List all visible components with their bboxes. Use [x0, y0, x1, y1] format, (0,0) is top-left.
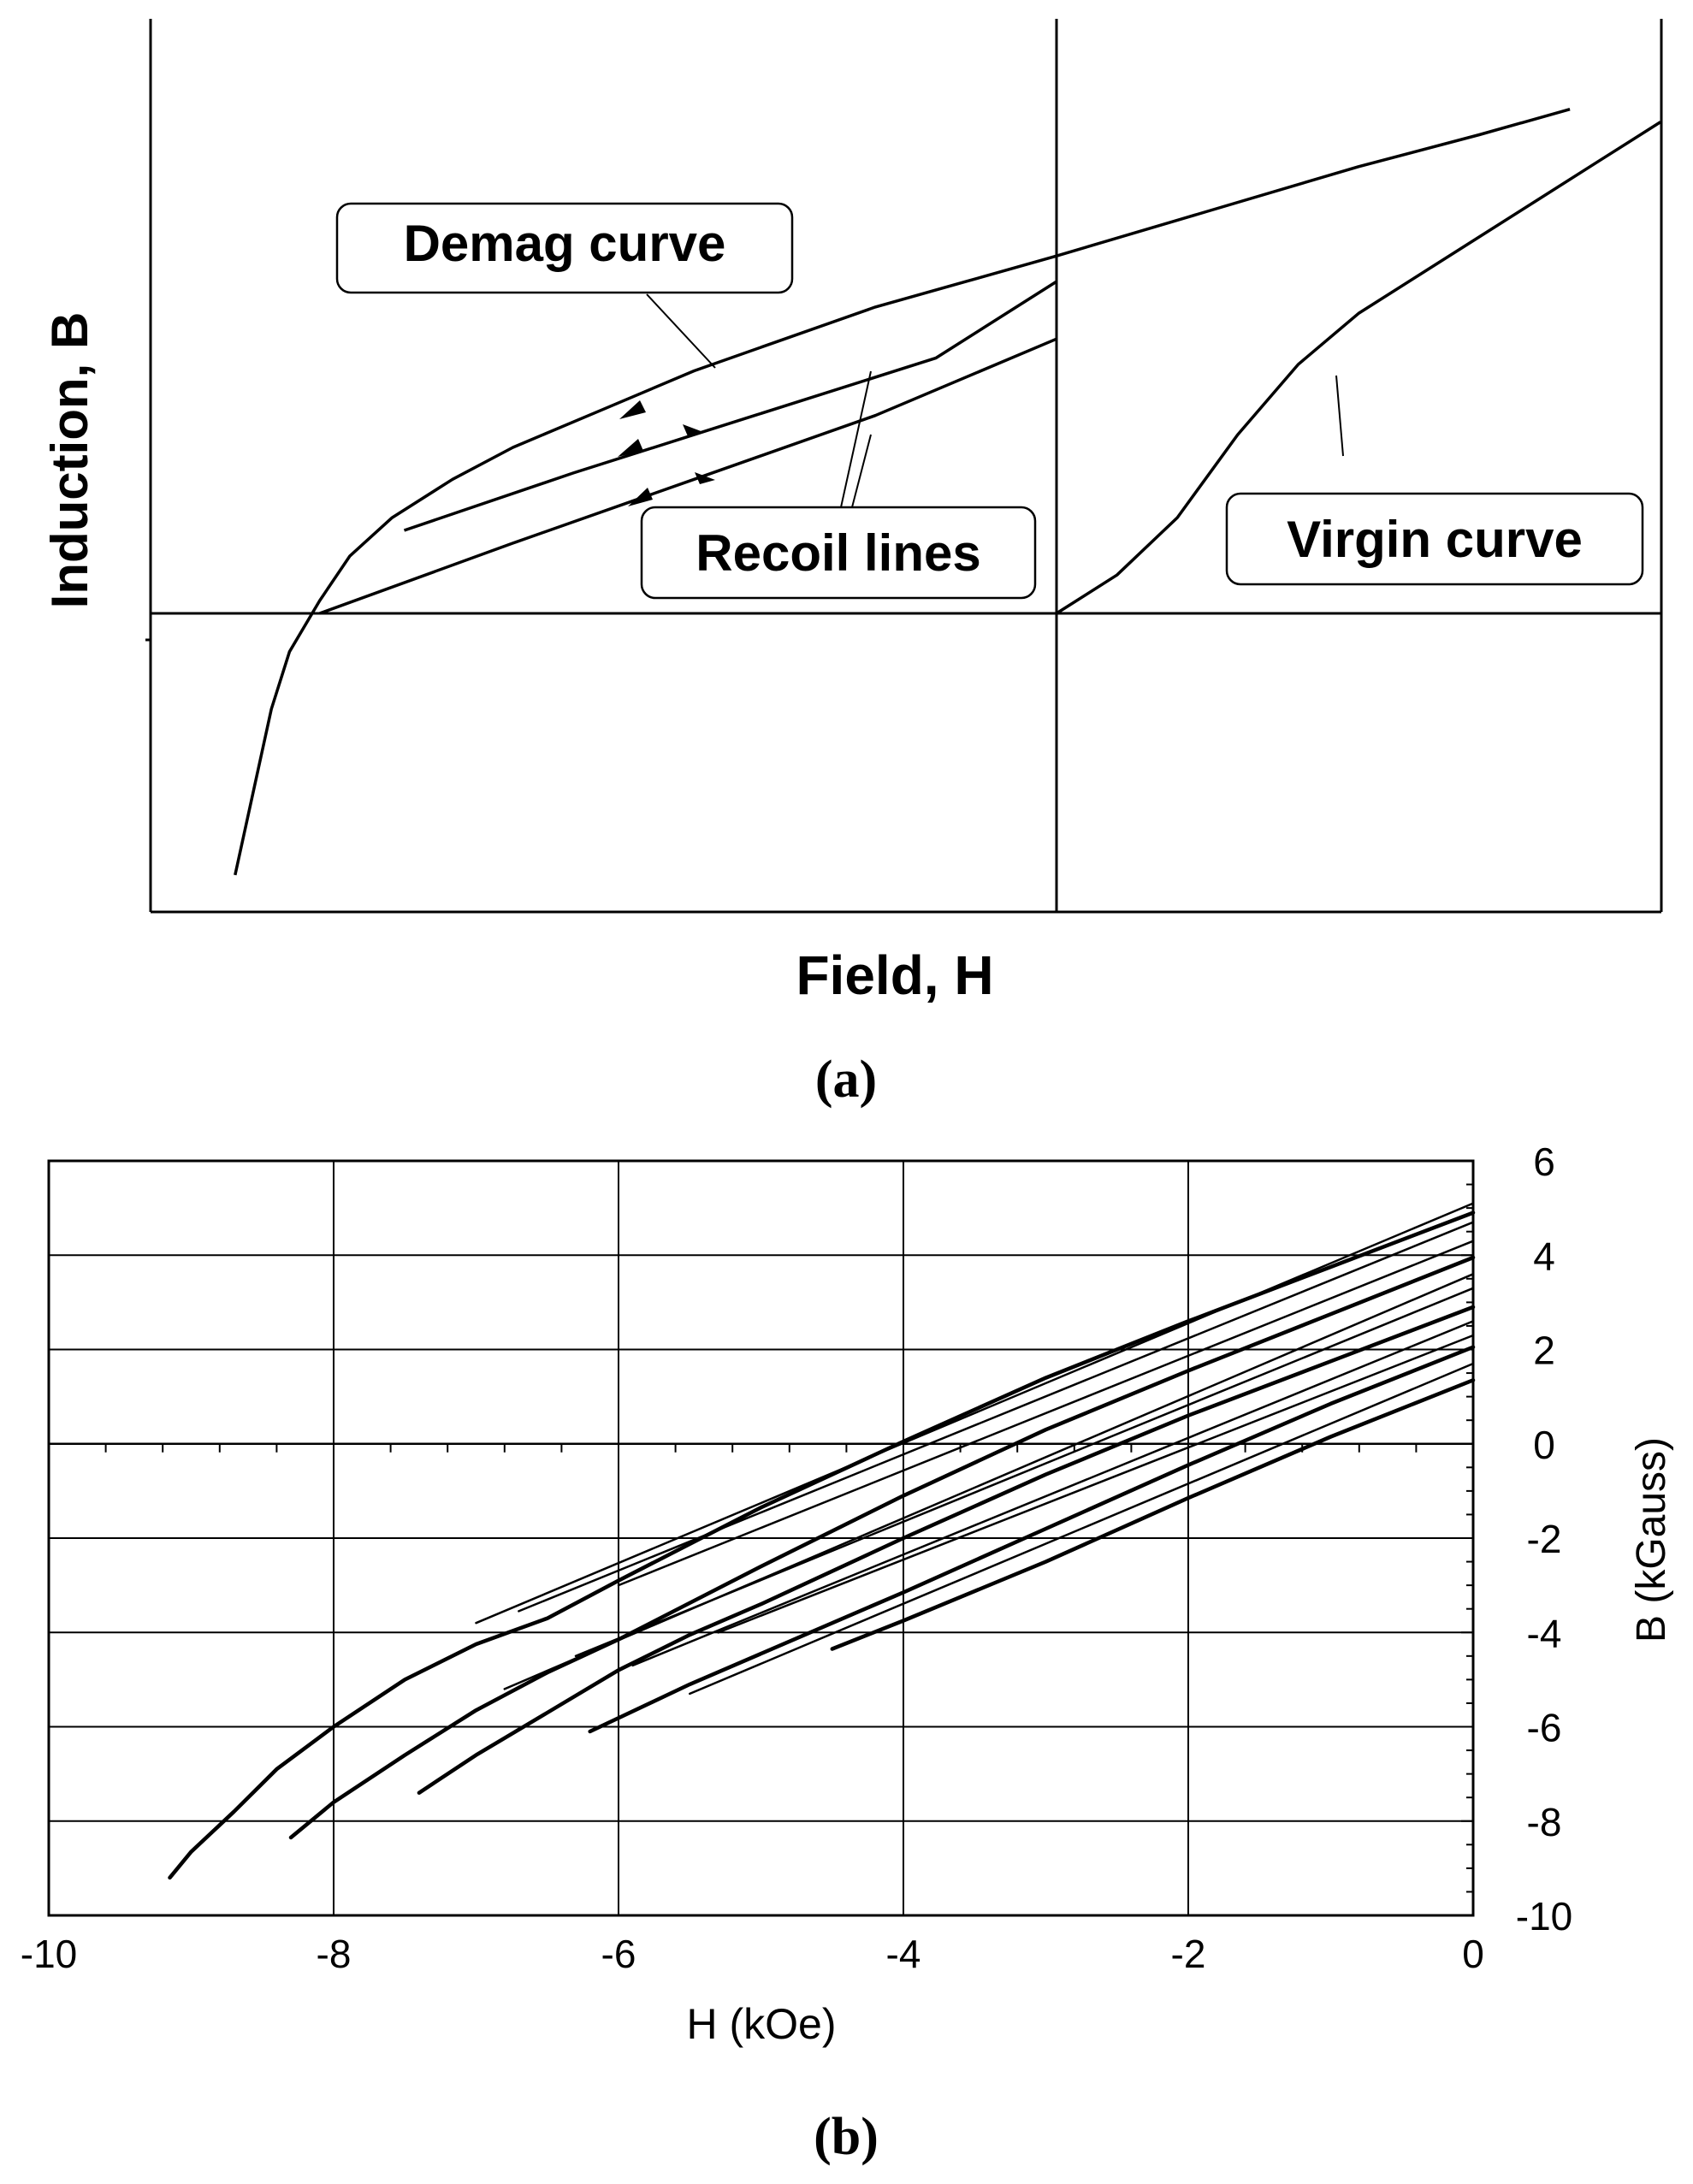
panel-b-series-group: [168, 1202, 1476, 1880]
panel-b-x-label: H (kOe): [687, 2000, 837, 2048]
series-demag-2: [288, 1255, 1476, 1840]
recoil-2-arrow-left: [628, 488, 653, 506]
y-tick-label: 0: [1533, 1423, 1555, 1467]
recoil-lines-callout: Recoil lines: [640, 506, 1037, 600]
y-tick-label: -10: [1516, 1894, 1572, 1938]
x-tick-label: 0: [1462, 1932, 1484, 1976]
y-tick-label: -8: [1527, 1800, 1562, 1844]
demag-curve-callout: Demag curve: [335, 202, 794, 294]
series-recoil-4: [689, 1362, 1475, 1696]
panel-b-y-tick-labels: 6 4 2 0 -2 -4 -6 -8 -10: [1516, 1139, 1572, 1938]
series-demag-curve: [234, 108, 1571, 876]
virgin-curve-callout: Virgin curve: [1225, 492, 1644, 586]
panel-b-zero-line-ticks: [104, 1443, 1418, 1453]
y-tick-label: 2: [1533, 1329, 1555, 1373]
demag-leader: [646, 293, 716, 369]
series-recoil-3b: [717, 1334, 1475, 1634]
y-tick-label: -2: [1527, 1517, 1562, 1561]
series-virgin-curve: [1056, 121, 1661, 615]
series-demag-4: [588, 1345, 1476, 1734]
x-tick-label: -10: [21, 1932, 77, 1976]
y-tick-label: 6: [1533, 1139, 1555, 1184]
panel-a-chart: Demag curve Recoil lines Virgin curve In…: [41, 19, 1663, 1006]
series-demag-1: [168, 1210, 1476, 1880]
series-recoil-line-1: [403, 280, 1057, 532]
virgin-curve-label: Virgin curve: [1287, 511, 1583, 568]
panel-a-x-label: Field, H: [796, 944, 993, 1006]
series-recoil-1a: [475, 1202, 1475, 1625]
x-tick-label: -8: [317, 1932, 352, 1976]
recoil-leader-2: [851, 434, 872, 508]
panel-b-x-tick-labels: -10 -8 -6 -4 -2 0: [21, 1932, 1484, 1976]
demag-curve-label: Demag curve: [404, 215, 726, 272]
series-recoil-line-2: [319, 337, 1057, 615]
panel-a-series-group: [234, 108, 1661, 876]
panel-b-chart: -10 -8 -6 -4 -2 0 6 4 2 0 -2 -4 -6 -8 -10 H (kOe) B (…: [21, 1139, 1674, 2048]
x-tick-label: -6: [601, 1932, 636, 1976]
recoil-2-arrow-right: [695, 472, 715, 484]
series-demag-5: [830, 1378, 1476, 1651]
series-demag-3: [417, 1305, 1476, 1795]
y-tick-label: -6: [1527, 1706, 1562, 1750]
panel-b-caption: (b): [814, 2108, 879, 2166]
recoil-leader-1: [840, 370, 872, 508]
series-recoil-3a: [631, 1320, 1475, 1667]
virgin-leader: [1335, 375, 1344, 457]
x-tick-label: -4: [886, 1932, 921, 1976]
panel-b-y-minor-ticks: [1461, 1160, 1473, 1916]
series-recoil-1b: [518, 1221, 1475, 1613]
panel-a-caption: (a): [815, 1051, 877, 1109]
recoil-1-arrow-right: [683, 424, 703, 436]
recoil-lines-label: Recoil lines: [696, 524, 980, 582]
panel-a-y-label: Induction, B: [41, 312, 98, 609]
panel-b-y-label: B (kGauss): [1629, 1437, 1674, 1642]
y-tick-label: -4: [1527, 1611, 1562, 1655]
x-tick-label: -2: [1171, 1932, 1206, 1976]
series-recoil-1c: [617, 1240, 1475, 1587]
demag-arrow: [619, 400, 646, 419]
series-recoil-2b: [574, 1287, 1475, 1658]
panel-b-grid: [49, 1161, 1473, 1915]
y-tick-label: 4: [1533, 1234, 1555, 1278]
recoil-1-arrow-left: [618, 439, 643, 457]
